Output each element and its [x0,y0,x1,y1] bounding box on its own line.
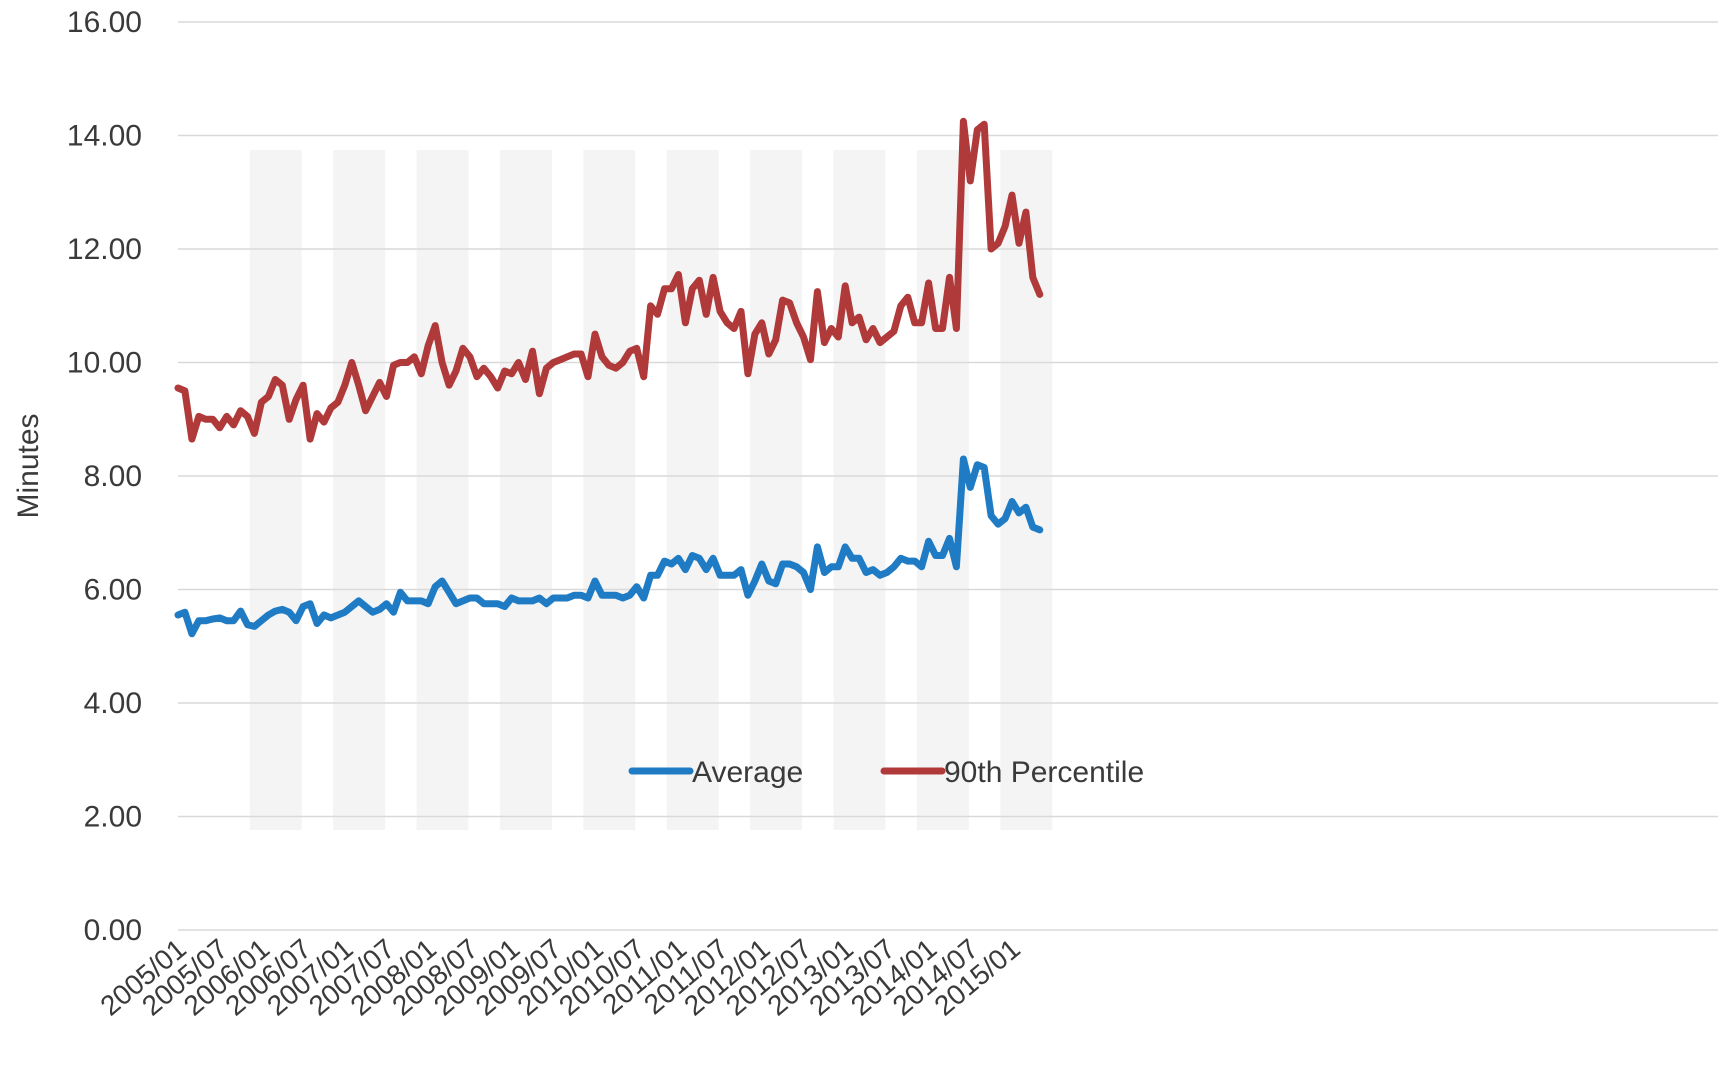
series-line-average [174,455,1044,638]
y-tick-label: 2.00 [84,801,142,834]
series-lines [174,117,1044,638]
background-band [499,150,552,830]
y-tick-label: 10.00 [67,347,142,380]
legend-label: 90th Percentile [944,756,1144,789]
background-band [416,150,469,830]
background-band [1000,150,1053,830]
legend: Average 90th Percentile [628,756,1144,789]
x-axis-ticks: 2005/012005/072006/012006/072007/012007/… [94,933,1025,1022]
y-tick-label: 8.00 [84,460,142,493]
background-band [833,150,886,830]
y-tick-label: 6.00 [84,574,142,607]
background-band [249,150,302,830]
y-axis-ticks: 0.00 2.00 4.00 6.00 8.00 10.00 12.00 14.00 16.00 [67,6,142,947]
background-band [750,150,803,830]
background-bands [249,150,1053,830]
y-tick-label: 14.00 [67,120,142,153]
series-line-90th-percentile [174,117,1044,443]
y-tick-label: 12.00 [67,233,142,266]
y-tick-label: 16.00 [67,6,142,39]
background-band [333,150,386,830]
legend-label: Average [692,756,803,789]
y-tick-label: 0.00 [84,914,142,947]
y-tick-label: 4.00 [84,687,142,720]
background-band [666,150,719,830]
background-band [583,150,636,830]
y-axis-label: Minutes [12,413,45,518]
